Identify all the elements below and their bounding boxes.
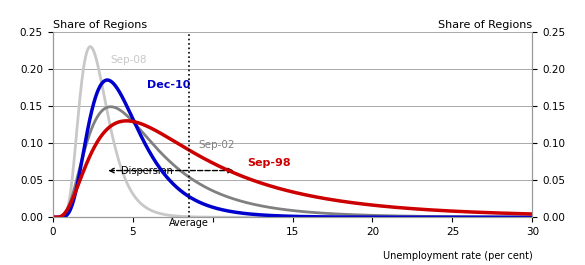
Text: Dec-10: Dec-10 — [147, 80, 190, 90]
Text: Sep-02: Sep-02 — [198, 140, 235, 150]
Text: Share of Regions: Share of Regions — [438, 20, 532, 30]
Text: Dispersion: Dispersion — [121, 166, 173, 175]
Text: Average: Average — [168, 218, 208, 228]
Text: Unemployment rate (per cent): Unemployment rate (per cent) — [383, 251, 532, 261]
Text: Sep-98: Sep-98 — [247, 158, 291, 168]
Text: Share of Regions: Share of Regions — [53, 20, 147, 30]
Text: Sep-08: Sep-08 — [110, 55, 147, 65]
